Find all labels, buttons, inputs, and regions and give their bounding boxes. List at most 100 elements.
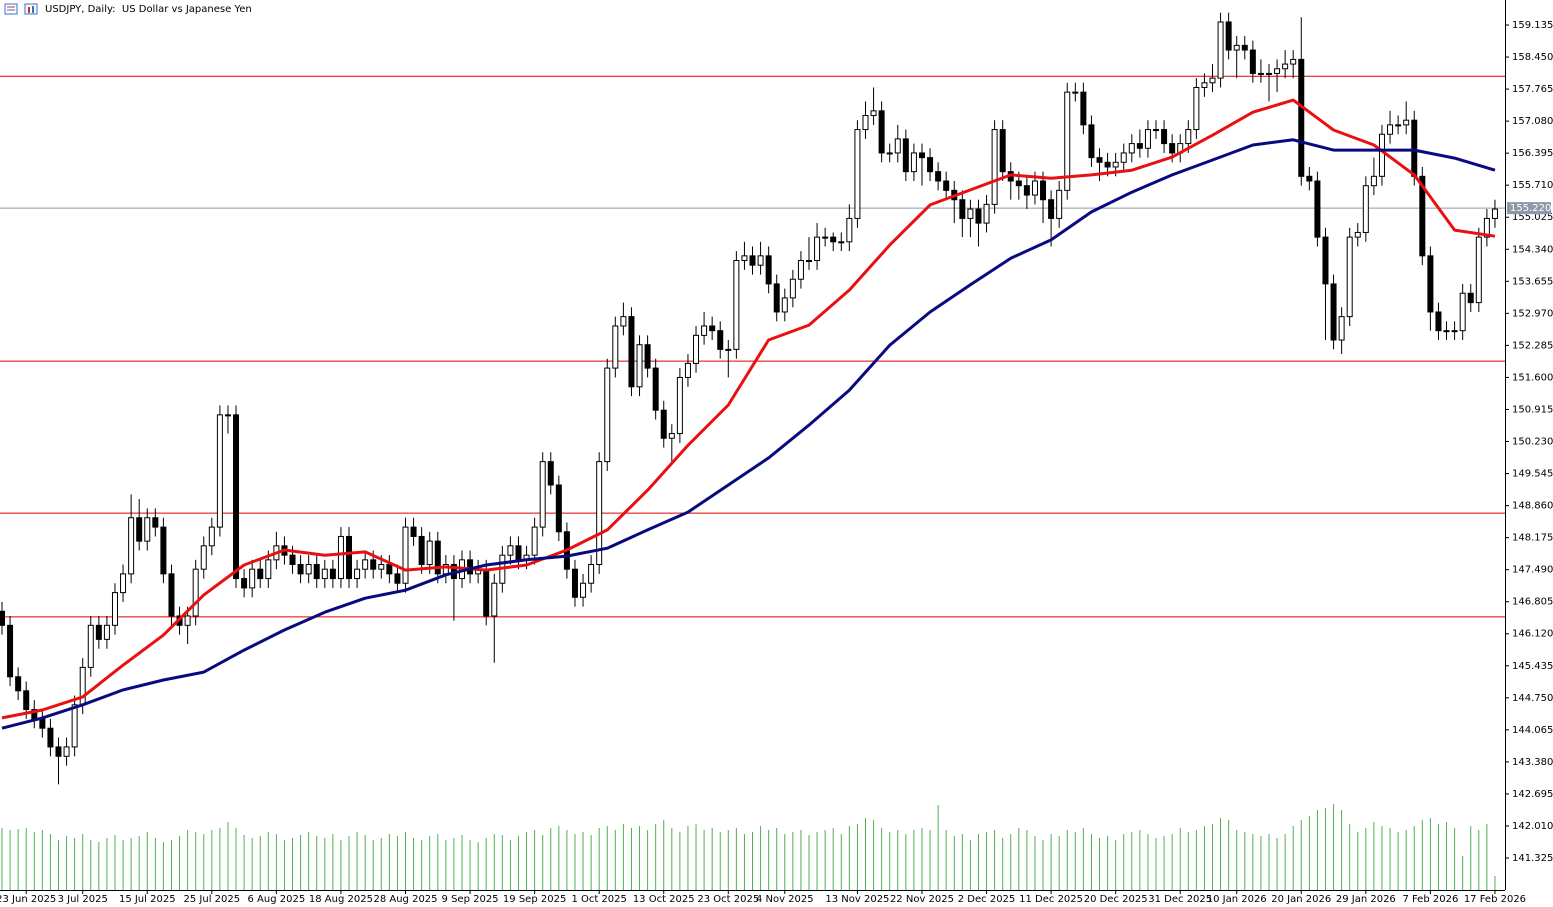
candle-body (1306, 175, 1313, 182)
candle-body (410, 526, 417, 537)
x-tick-label: 13 Oct 2025 (633, 894, 695, 905)
candle-body (55, 746, 62, 757)
icon (4, 3, 18, 15)
candle-body (79, 666, 86, 706)
candle-body (1112, 161, 1119, 168)
candle-body (693, 334, 700, 364)
candle-body (701, 325, 708, 336)
candle-body (733, 260, 740, 350)
candle-body (241, 578, 248, 589)
y-tick-label: 148.860 (1512, 501, 1553, 512)
candle-body (305, 564, 312, 575)
candle-body (1241, 44, 1248, 51)
candle-body (1427, 255, 1434, 313)
candle-body (1096, 157, 1103, 163)
candle-body (208, 526, 215, 547)
candle-body (620, 316, 627, 327)
x-tick-label: 1 Oct 2025 (571, 894, 626, 905)
candle-body (1080, 91, 1087, 126)
candle-body (902, 138, 909, 173)
candle-body (257, 568, 264, 580)
candle-body (975, 208, 982, 224)
candle-body (386, 564, 393, 575)
candle-body (1378, 133, 1385, 177)
y-tick-label: 146.120 (1512, 629, 1553, 640)
candle-body (1072, 91, 1079, 94)
candle-body (773, 283, 780, 313)
candle-body (1193, 86, 1200, 131)
y-tick-label: 144.750 (1512, 693, 1553, 704)
candle-body (103, 624, 110, 640)
y-tick-label: 150.230 (1512, 437, 1553, 448)
x-tick-label: 18 Aug 2025 (309, 894, 373, 905)
x-tick-label: 2 Dec 2025 (958, 894, 1016, 905)
candle-body (394, 573, 401, 584)
candle-body (636, 344, 643, 388)
candle-body (927, 157, 934, 173)
candle-body (63, 746, 70, 757)
candle-body (806, 260, 812, 263)
candle-body (128, 517, 135, 575)
candle-body (289, 554, 296, 566)
candle-body (765, 255, 772, 285)
x-tick-label: 7 Feb 2026 (1402, 894, 1458, 905)
candle-body (1201, 82, 1208, 88)
x-tick-label: 20 Jan 2026 (1271, 894, 1331, 905)
x-tick-label: 20 Dec 2025 (1084, 894, 1148, 905)
candle-body (362, 559, 369, 570)
candle-body (1346, 236, 1353, 318)
candle-body (854, 129, 861, 219)
candle-body (789, 278, 796, 299)
candle-body (7, 624, 14, 678)
candle-body (1185, 129, 1192, 145)
x-tick-label: 23 Jun 2025 (0, 894, 56, 905)
candle-body (507, 545, 514, 556)
candle-body (378, 564, 385, 570)
candle-body (1419, 175, 1426, 257)
candle-body (717, 330, 724, 350)
moving-average (1, 138, 1496, 730)
candle-body (1064, 91, 1071, 191)
candle-body (491, 582, 498, 617)
candle-body (862, 115, 869, 131)
candle-body (684, 362, 691, 378)
candle-body (797, 260, 804, 280)
y-tick-label: 156.395 (1512, 148, 1553, 159)
candle-body (1403, 119, 1410, 126)
y-tick-label: 151.600 (1512, 372, 1553, 383)
candle-body (741, 255, 748, 262)
icon (28, 7, 30, 13)
candle-body (935, 171, 942, 182)
candle-body (757, 255, 764, 266)
candle-body (200, 545, 207, 570)
candle-body (1362, 185, 1369, 233)
candle-body (1395, 124, 1402, 127)
candle-body (1031, 180, 1038, 196)
candle-body (604, 367, 611, 463)
candle-body (846, 217, 853, 243)
x-tick-label: 28 Aug 2025 (373, 894, 437, 905)
candle-body (555, 484, 562, 533)
x-tick-label: 3 Jul 2025 (58, 894, 108, 905)
candle-body (531, 526, 538, 556)
candle-body (1233, 44, 1240, 51)
moving-average (1, 98, 1496, 720)
candle-body (1088, 124, 1095, 159)
x-tick-label: 6 Aug 2025 (248, 894, 306, 905)
candle-body (1475, 236, 1482, 304)
y-tick-label: 145.435 (1512, 661, 1553, 672)
y-tick-label: 157.080 (1512, 116, 1553, 127)
candle-body (1411, 119, 1418, 177)
candle-body (596, 461, 603, 566)
candle-body (136, 517, 143, 542)
candle-body (983, 203, 990, 224)
candle-body (959, 199, 966, 219)
candle-body (1314, 180, 1321, 238)
candle-body (943, 180, 950, 191)
x-tick-label: 10 Jan 2026 (1207, 894, 1267, 905)
candle-body (418, 535, 425, 566)
candle-body (580, 582, 587, 598)
y-tick-label: 143.380 (1512, 757, 1553, 768)
